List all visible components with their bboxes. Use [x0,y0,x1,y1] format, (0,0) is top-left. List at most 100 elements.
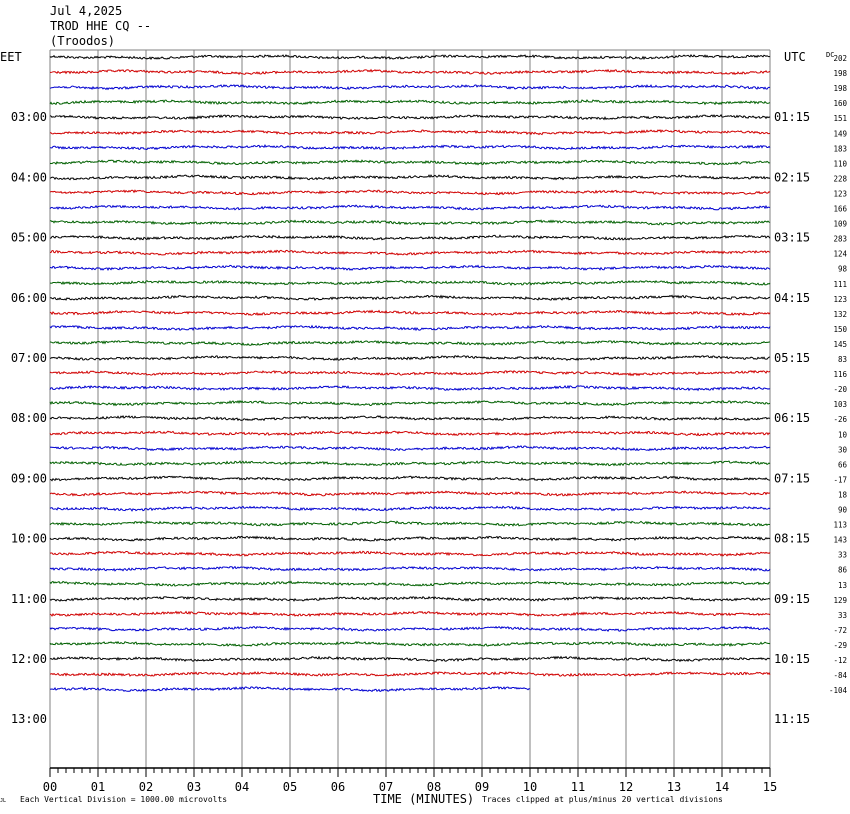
trace-line [49,234,771,241]
trace-line [49,430,771,437]
eet-hour-label: 03:00 [11,110,47,124]
eet-hour-label: 12:00 [11,652,47,666]
dc-offset-label: 283 [833,235,847,244]
dc-offset-label: 90 [838,506,848,515]
trace-line [49,460,771,467]
dc-offset-label: -17 [833,475,847,484]
dc-offset-label: 113 [833,521,847,530]
trace-line [49,565,771,572]
trace-line [49,686,531,693]
trace-line [49,129,771,136]
trace-line [49,113,771,121]
minute-grid [49,49,771,768]
x-tick-label: 05 [283,780,297,794]
dc-offset-label: 160 [833,99,847,108]
trace-line [49,53,771,61]
dc-offset-label: 66 [838,460,848,469]
dc-offset-label: 198 [833,69,847,78]
chart-footer: JL Each Vertical Division = 1000.00 micr… [0,792,723,806]
dc-offset-label: 198 [833,84,847,93]
dc-offset-label: 123 [833,295,847,304]
x-tick-label: 04 [235,780,249,794]
trace-line [49,355,771,362]
trace-line [49,625,771,632]
dc-offset-label: 13 [838,581,847,590]
dc-offset-label: 111 [833,280,847,289]
trace-line [49,445,771,452]
trace-line [49,159,771,166]
utc-hour-label: 06:15 [774,411,810,425]
trace-line [49,475,771,482]
clip-note: Traces clipped at plus/minus 20 vertical… [482,795,723,804]
dc-offset-label: 110 [833,159,847,168]
dc-offset-label: 143 [833,536,847,545]
trace-line [49,595,771,602]
station-code: TROD HHE CQ -- [50,19,152,33]
eet-hour-label: 13:00 [11,712,47,726]
x-tick-label: 00 [43,780,57,794]
x-tick-label: 09 [475,780,489,794]
trace-line [49,68,771,76]
trace-line [49,264,771,271]
dc-offset-label: 124 [833,250,847,259]
utc-hour-label: 11:15 [774,712,810,726]
trace-line [49,550,771,557]
dc-offset-label: 18 [838,490,848,499]
dc-label: DC [826,51,834,59]
trace-line [49,324,771,332]
trace-line [49,490,771,497]
dc-offset-label: 33 [838,611,847,620]
trace-line [49,144,771,151]
dc-offset-label: 151 [833,114,847,123]
trace-line [49,294,771,301]
dc-offset-label: 129 [833,596,847,605]
eet-hour-label: 09:00 [11,471,47,485]
dc-offset-label: -20 [833,385,847,394]
dc-offset-label: 145 [833,340,847,349]
trace-line [49,610,771,617]
x-axis-title: TIME (MINUTES) [373,792,474,806]
trace-line [49,189,771,196]
record-date: Jul 4,2025 [50,4,123,18]
utc-hour-label: 07:15 [774,471,810,485]
utc-hour-label: 05:15 [774,351,810,365]
trace-line [49,369,771,377]
dc-offset-label: 83 [838,355,847,364]
x-tick-label: 07 [379,780,393,794]
eet-hour-label: 06:00 [11,291,47,305]
trace-line [49,415,771,422]
dc-offset-label: 150 [833,325,847,334]
utc-hour-label: 04:15 [774,291,810,305]
dc-offset-label: -72 [833,626,847,635]
dc-offset-label: 103 [833,400,847,409]
dc-offset-label: 109 [833,220,847,229]
dc-offset-label: 98 [838,265,848,274]
eet-hour-label: 05:00 [11,231,47,245]
eet-hour-label: 10:00 [11,532,47,546]
dc-offset-label: -84 [833,671,847,680]
trace-line [49,640,771,647]
trace-line [49,84,771,91]
utc-hour-label: 08:15 [774,532,810,546]
trace-line [49,174,771,181]
dc-offset-label: -29 [833,641,847,650]
x-tick-label: 12 [619,780,633,794]
trace-line [49,309,771,316]
seismic-traces [49,53,771,693]
trace-line [49,520,771,527]
utc-hour-label: 01:15 [774,110,810,124]
x-tick-label: 13 [667,780,681,794]
scale-note: Each Vertical Division = 1000.00 microvo… [20,795,227,804]
left-zone-label: EET [0,50,22,64]
utc-hour-label: 02:15 [774,170,810,184]
utc-hour-label: 10:15 [774,652,810,666]
right-zone-label: UTC [784,50,806,64]
dc-offset-label: 116 [833,370,847,379]
eet-hour-label: 07:00 [11,351,47,365]
dc-offset-label: 86 [838,566,848,575]
dc-offset-label: 132 [833,310,847,319]
trace-line [49,384,771,392]
x-tick-label: 06 [331,780,345,794]
time-axis: 00 01 02 03 04 05 06 07 08 09 10 11 12 13 14 15 [43,767,777,794]
